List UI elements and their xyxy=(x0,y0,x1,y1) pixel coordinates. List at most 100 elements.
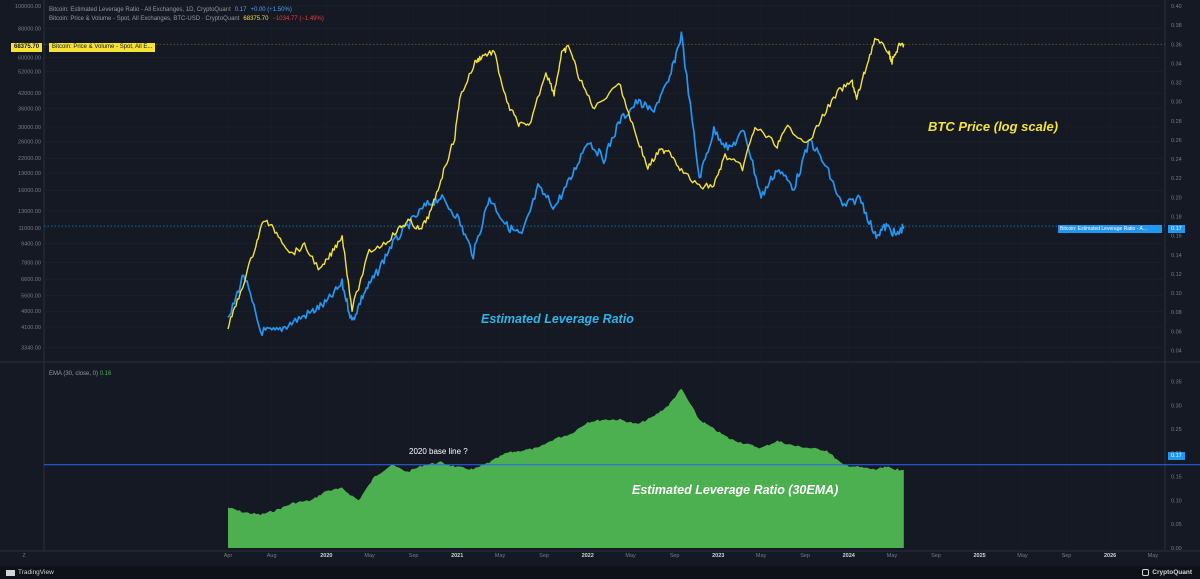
ema-tick-label: 0.05 xyxy=(1171,522,1182,528)
legend-price-value: 68375.70 xyxy=(243,15,269,22)
left-tick-label: 7800.00 xyxy=(21,260,41,266)
legend-leverage[interactable]: Bitcoin: Estimated Leverage Ratio - All … xyxy=(49,6,328,15)
x-tick-label: Sep xyxy=(931,553,941,559)
right-tick-label: 0.08 xyxy=(1171,310,1182,316)
ema-area xyxy=(228,388,904,548)
x-tick-label: Apr xyxy=(224,553,233,559)
right-tick-label: 0.36 xyxy=(1171,42,1182,48)
left-tick-label: 22000.00 xyxy=(18,156,41,162)
x-tick-label: 2024 xyxy=(843,553,856,559)
left-price-axis: 100000.00 80000.00 60000.00 52000.00 42000.0… xyxy=(15,4,41,352)
x-tick-label: May xyxy=(625,553,636,559)
x-tick-label: Sep xyxy=(670,553,680,559)
price-axis-tag: 68375.70 xyxy=(11,43,43,52)
annotations: BTC Price (log scale) Estimated Leverage … xyxy=(409,119,1058,497)
ema-tick-label: 0.10 xyxy=(1171,498,1182,504)
right-tick-label: 0.40 xyxy=(1171,4,1182,10)
right-tick-label: 0.24 xyxy=(1171,157,1182,163)
line-series xyxy=(44,31,1165,337)
right-tick-label: 0.38 xyxy=(1171,23,1182,29)
left-tick-label: 30000.00 xyxy=(18,125,41,131)
x-tick-label: May xyxy=(364,553,375,559)
right-tick-label: 0.06 xyxy=(1171,329,1182,335)
x-tick-label: May xyxy=(756,553,767,559)
ema-legend[interactable]: EMA (30, close, 0) 0.16 xyxy=(49,371,111,377)
leverage-series-tag: Bitcoin: Estimated Leverage Ratio - A... xyxy=(1058,225,1162,233)
annotation-btc-price: BTC Price (log scale) xyxy=(928,119,1058,134)
left-tick-label: 3340.00 xyxy=(21,346,41,352)
left-tick-label: 4800.00 xyxy=(21,309,41,315)
x-tick-label: 2025 xyxy=(973,553,985,559)
time-axis: Apr Aug 2020 May Sep 2021 May Sep 2022 May Sep 2023… xyxy=(22,553,1158,559)
x-tick-label: 2022 xyxy=(582,553,594,559)
x-tick-label: 2023 xyxy=(712,553,724,559)
x-tick-label: Sep xyxy=(539,553,549,559)
x-tick-label: May xyxy=(1017,553,1028,559)
legend-price-change: −1034.77 (−1.49%) xyxy=(272,15,324,22)
left-tick-label: 11000.00 xyxy=(18,226,41,232)
left-tick-label: 80000.00 xyxy=(18,26,41,32)
cryptoquant-icon xyxy=(1142,569,1150,576)
right-tick-label: 0.28 xyxy=(1171,119,1182,125)
price-line xyxy=(227,37,905,330)
tradingview-label: TradingView xyxy=(18,569,54,576)
right-tick-label: 0.20 xyxy=(1171,195,1182,201)
left-tick-label: 13000.00 xyxy=(18,209,41,215)
left-tick-label: 6600.00 xyxy=(21,277,41,283)
legend-leverage-value: 0.17 xyxy=(234,7,247,13)
right-tick-label: 0.26 xyxy=(1171,138,1182,144)
right-tick-label: 0.04 xyxy=(1171,348,1182,354)
x-tick-label: Sep xyxy=(1062,553,1072,559)
left-tick-label: 42000.00 xyxy=(18,91,41,97)
ema-legend-value: 0.16 xyxy=(99,371,112,377)
left-tick-label: 4100.00 xyxy=(21,325,41,331)
left-tick-label: 52000.00 xyxy=(18,70,41,76)
right-tick-label: 0.18 xyxy=(1171,214,1182,220)
ema-tick-label: 0.15 xyxy=(1171,475,1182,481)
ema-axis: 0.350.300.250.200.150.100.050.00 xyxy=(1171,380,1182,552)
ema-tick-label: 0.35 xyxy=(1171,380,1182,386)
legend-price-name: Bitcoin: Price & Volume - Spot, All Exch… xyxy=(49,15,240,22)
cryptoquant-logo[interactable]: CryptoQuant xyxy=(1142,569,1192,576)
tradingview-logo[interactable]: TradingView xyxy=(6,569,54,576)
right-tick-label: 0.30 xyxy=(1171,100,1182,106)
right-tick-label: 0.32 xyxy=(1171,81,1182,87)
timezone-label: Z xyxy=(22,553,25,559)
x-tick-label: 2020 xyxy=(320,553,332,559)
left-tick-label: 19000.00 xyxy=(18,171,41,177)
x-tick-label: May xyxy=(495,553,506,559)
right-tick-label: 0.22 xyxy=(1171,176,1182,182)
legend-leverage-change: +0.00 (+1.50%) xyxy=(250,7,292,13)
legend-price[interactable]: Bitcoin: Price & Volume - Spot, All Exch… xyxy=(49,15,328,24)
right-tick-label: 0.34 xyxy=(1171,61,1182,67)
cryptoquant-label: CryptoQuant xyxy=(1152,569,1192,576)
x-tick-label: 2021 xyxy=(451,553,463,559)
x-tick-label: 2026 xyxy=(1104,553,1116,559)
left-tick-label: 5600.00 xyxy=(21,294,41,300)
annotation-leverage: Estimated Leverage Ratio xyxy=(481,312,634,326)
right-tick-label: 0.14 xyxy=(1171,253,1182,259)
ema-tick-label: 0.00 xyxy=(1171,546,1182,552)
left-tick-label: 100000.00 xyxy=(15,4,41,10)
ema-area-series xyxy=(44,388,1200,548)
left-tick-label: 9400.00 xyxy=(21,242,41,248)
chart-legend: Bitcoin: Estimated Leverage Ratio - All … xyxy=(49,6,328,23)
right-tick-label: 0.12 xyxy=(1171,272,1182,278)
leverage-line xyxy=(227,31,905,337)
left-tick-label: 60000.00 xyxy=(18,55,41,61)
x-tick-label: May xyxy=(1148,553,1159,559)
x-tick-label: Sep xyxy=(800,553,810,559)
leverage-axis-tag: 0.17 xyxy=(1168,225,1185,233)
tradingview-icon xyxy=(6,569,15,576)
legend-leverage-name: Bitcoin: Estimated Leverage Ratio - All … xyxy=(49,7,231,13)
annotation-ema: Estimated Leverage Ratio (30EMA) xyxy=(632,483,838,497)
ema-axis-tag: 0.17 xyxy=(1168,452,1185,460)
right-tick-label: 0.10 xyxy=(1171,291,1182,297)
x-tick-label: Sep xyxy=(409,553,419,559)
ema-tick-label: 0.25 xyxy=(1171,427,1182,433)
ema-legend-name: EMA (30, close, 0) xyxy=(49,371,99,377)
footer-bar: TradingView CryptoQuant xyxy=(0,566,1200,579)
x-tick-label: Aug xyxy=(267,553,277,559)
ema-tick-label: 0.30 xyxy=(1171,403,1182,409)
